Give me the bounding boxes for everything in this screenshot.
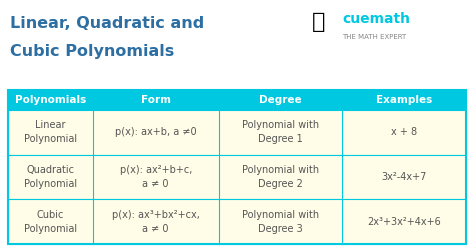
Text: p(x): ax+b, a ≠0: p(x): ax+b, a ≠0 xyxy=(115,127,197,137)
Bar xyxy=(8,90,466,110)
Text: cuemath: cuemath xyxy=(342,12,410,26)
Bar xyxy=(8,110,466,155)
Text: Cubic
Polynomial: Cubic Polynomial xyxy=(24,210,77,234)
Text: THE MATH EXPERT: THE MATH EXPERT xyxy=(342,34,406,40)
Text: x + 8: x + 8 xyxy=(391,127,417,137)
Text: Linear
Polynomial: Linear Polynomial xyxy=(24,120,77,144)
Text: 🚀: 🚀 xyxy=(312,12,325,32)
Text: Examples: Examples xyxy=(376,95,432,105)
Text: p(x): ax²+b+c,
a ≠ 0: p(x): ax²+b+c, a ≠ 0 xyxy=(119,165,192,189)
Bar xyxy=(0,0,474,82)
Text: Polynomial with
Degree 3: Polynomial with Degree 3 xyxy=(242,210,319,234)
Text: p(x): ax³+bx²+cx,
a ≠ 0: p(x): ax³+bx²+cx, a ≠ 0 xyxy=(112,210,200,234)
Text: Polynomial with
Degree 2: Polynomial with Degree 2 xyxy=(242,165,319,189)
Text: Polynomial with
Degree 1: Polynomial with Degree 1 xyxy=(242,120,319,144)
Text: Cubic Polynomials: Cubic Polynomials xyxy=(10,44,174,59)
Text: Linear, Quadratic and: Linear, Quadratic and xyxy=(10,16,204,31)
Text: Polynomials: Polynomials xyxy=(15,95,86,105)
Bar xyxy=(8,155,466,199)
Text: Degree: Degree xyxy=(259,95,302,105)
Text: Quadratic
Polynomial: Quadratic Polynomial xyxy=(24,165,77,189)
Text: 2x³+3x²+4x+6: 2x³+3x²+4x+6 xyxy=(367,217,441,227)
Text: 3x²-4x+7: 3x²-4x+7 xyxy=(382,172,427,182)
Text: Form: Form xyxy=(141,95,171,105)
Bar xyxy=(8,90,466,244)
Bar xyxy=(8,199,466,244)
